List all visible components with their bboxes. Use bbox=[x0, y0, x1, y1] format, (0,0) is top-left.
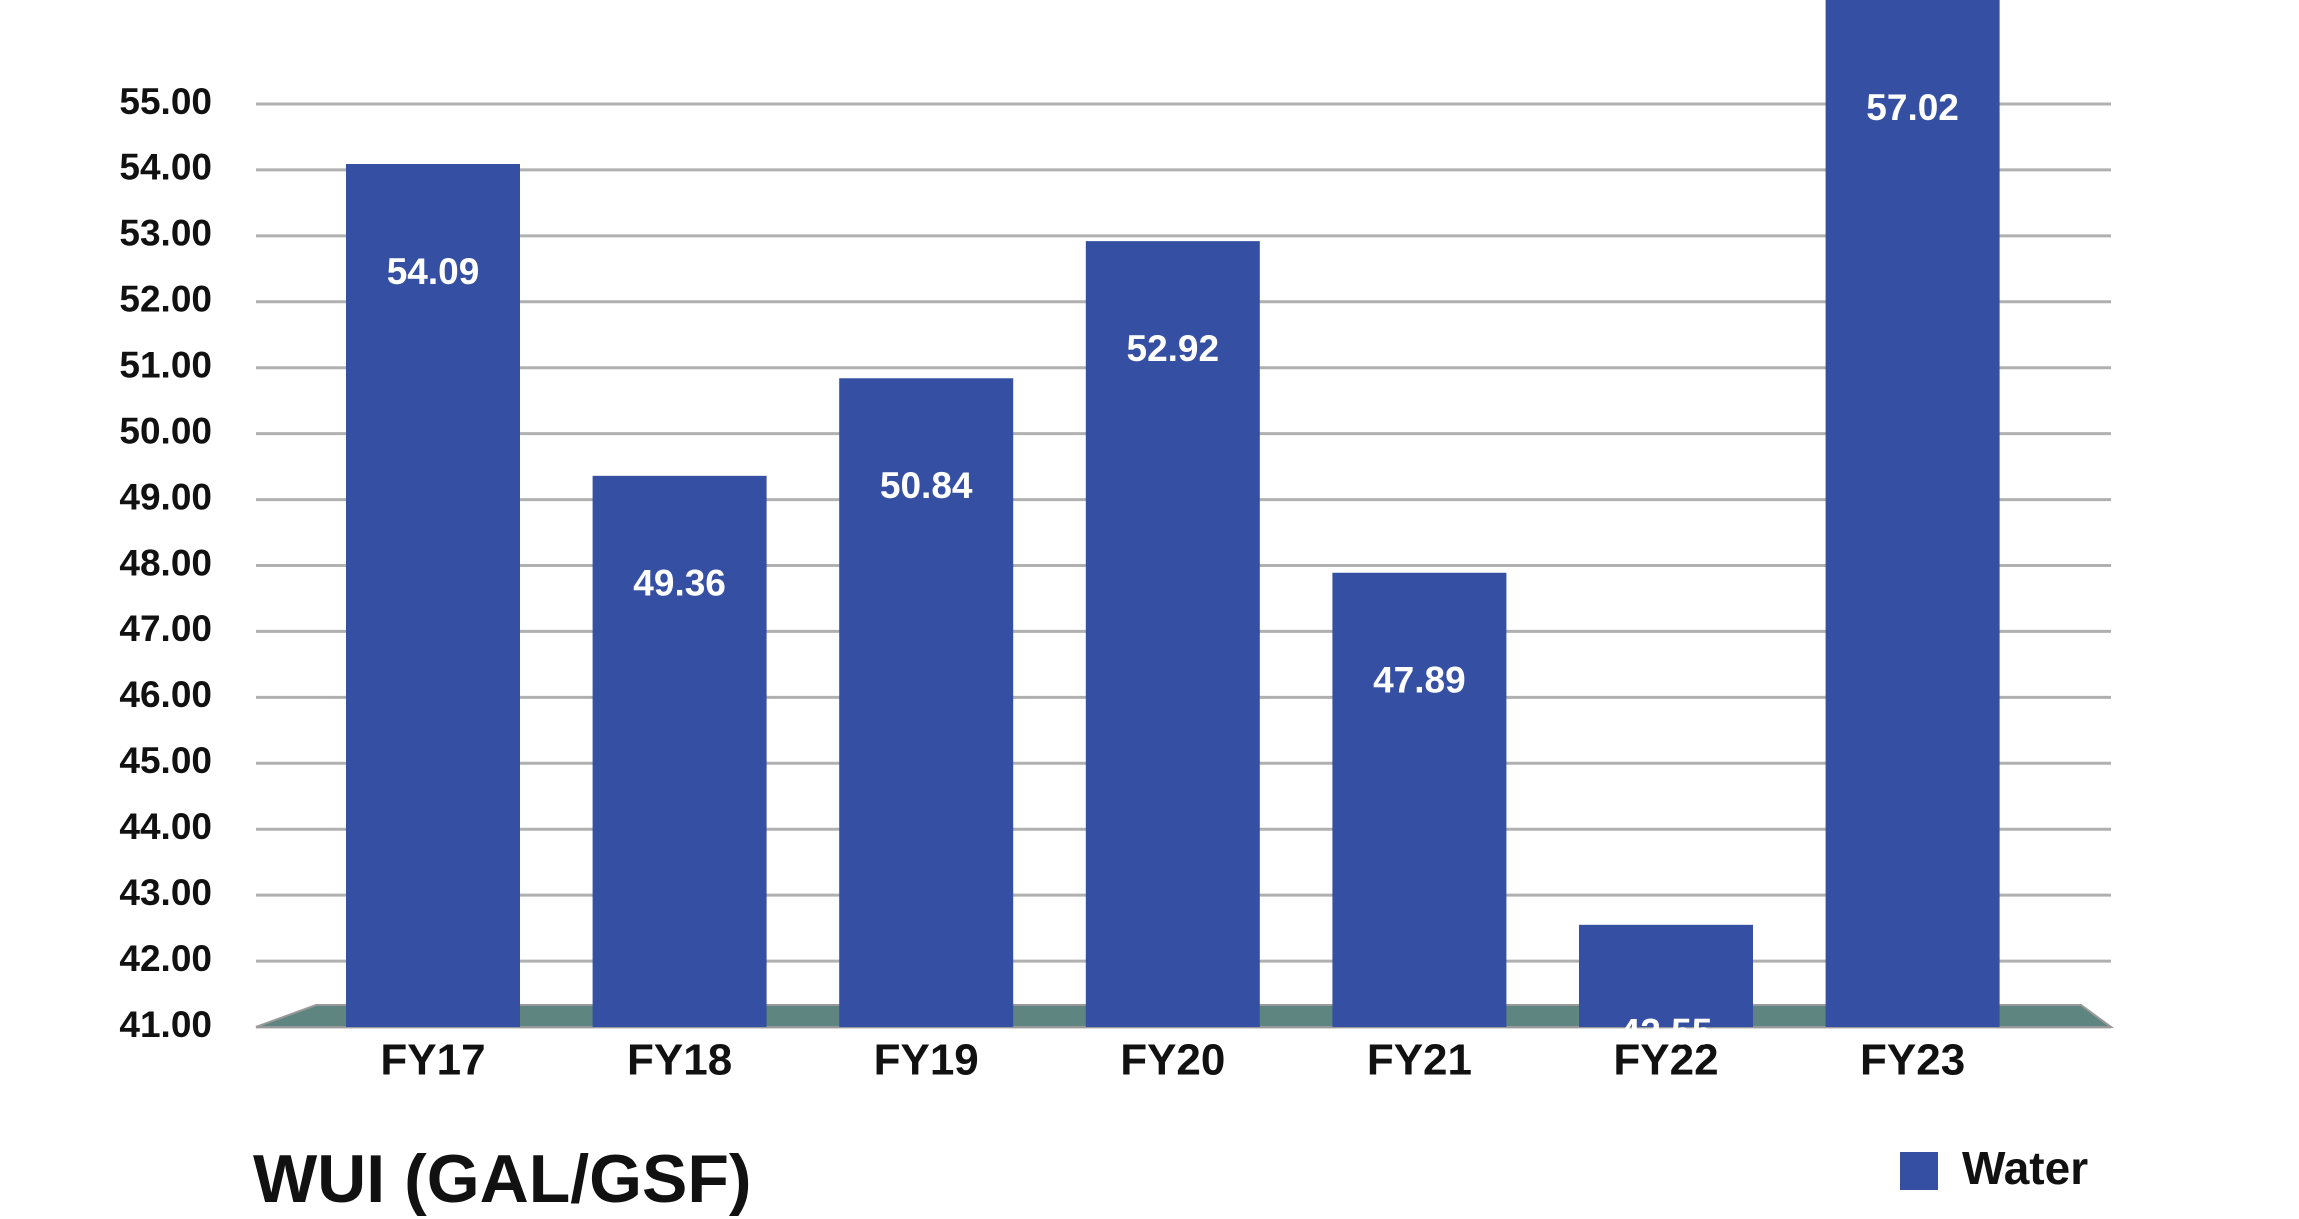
y-tick-label: 47.00 bbox=[119, 608, 212, 649]
x-tick-label: FY21 bbox=[1367, 1036, 1472, 1085]
y-tick-label: 53.00 bbox=[119, 213, 212, 254]
x-tick-label: FY23 bbox=[1860, 1036, 1965, 1085]
chart-title: WUI (GAL/GSF) bbox=[253, 1141, 752, 1217]
x-tick-label: FY19 bbox=[874, 1036, 979, 1085]
y-tick-label: 41.00 bbox=[119, 1004, 212, 1045]
data-label: 50.84 bbox=[880, 465, 973, 506]
bar bbox=[592, 475, 767, 1027]
data-label: 52.92 bbox=[1127, 328, 1220, 369]
bar bbox=[346, 163, 520, 1027]
data-label: 42.55 bbox=[1620, 1012, 1713, 1053]
bar bbox=[1825, 0, 2000, 1027]
y-tick-label: 42.00 bbox=[119, 938, 212, 979]
bar bbox=[1332, 572, 1507, 1027]
y-tick-label: 55.00 bbox=[119, 81, 212, 122]
bar bbox=[839, 378, 1014, 1028]
y-tick-label: 51.00 bbox=[119, 344, 212, 385]
y-tick-label: 44.00 bbox=[119, 806, 212, 847]
y-tick-label: 52.00 bbox=[119, 279, 212, 320]
data-label: 54.09 bbox=[387, 251, 480, 292]
x-tick-label: FY22 bbox=[1613, 1036, 1718, 1085]
y-tick-label: 50.00 bbox=[119, 410, 212, 451]
data-label: 47.89 bbox=[1373, 660, 1466, 701]
bar bbox=[1085, 241, 1260, 1028]
x-tick-label: FY17 bbox=[380, 1036, 485, 1085]
bar bbox=[1579, 924, 1753, 1027]
legend-swatch bbox=[1900, 1152, 1938, 1190]
legend-label: Water bbox=[1962, 1142, 2088, 1194]
y-tick-label: 49.00 bbox=[119, 476, 212, 517]
y-tick-label: 45.00 bbox=[119, 740, 212, 781]
y-tick-label: 43.00 bbox=[119, 872, 212, 913]
x-tick-label: FY20 bbox=[1120, 1036, 1225, 1085]
x-tick-label: FY18 bbox=[627, 1036, 732, 1085]
y-tick-label: 54.00 bbox=[119, 147, 212, 188]
y-tick-label: 48.00 bbox=[119, 542, 212, 583]
data-label: 57.02 bbox=[1866, 87, 1959, 128]
data-label: 49.36 bbox=[633, 563, 726, 604]
y-tick-label: 46.00 bbox=[119, 674, 212, 715]
